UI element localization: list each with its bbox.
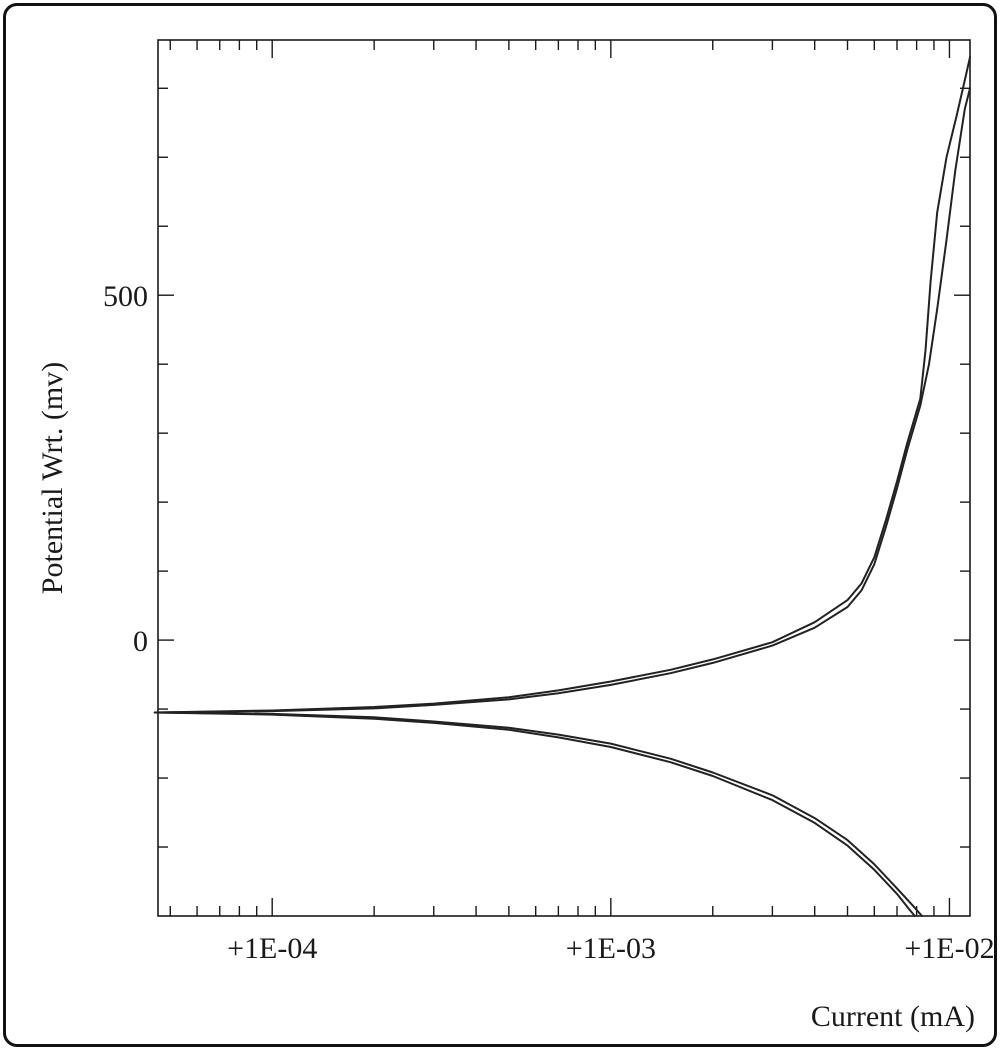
plot-area-border [157,39,971,917]
y-tick-label: 500 [103,280,148,313]
series-line-1 [153,56,971,714]
minor-ticks [158,40,970,916]
x-tick-label: +1E-02 [904,932,994,965]
series-layer [153,56,971,917]
y-tick-label: 0 [133,625,148,658]
major-ticks [158,40,970,916]
series-line-4 [153,711,916,917]
series-line-3 [153,711,923,917]
y-axis-label: Potential Wrt. (mv) [36,362,69,594]
figure-frame [3,3,997,1047]
series-line-2 [153,87,971,714]
tick-labels: +1E-04 +1E-03 +1E-02 0 500 [103,280,995,965]
x-axis-label: Current (mA) [811,1000,975,1033]
x-tick-label: +1E-04 [227,932,317,965]
x-tick-label: +1E-03 [566,932,656,965]
